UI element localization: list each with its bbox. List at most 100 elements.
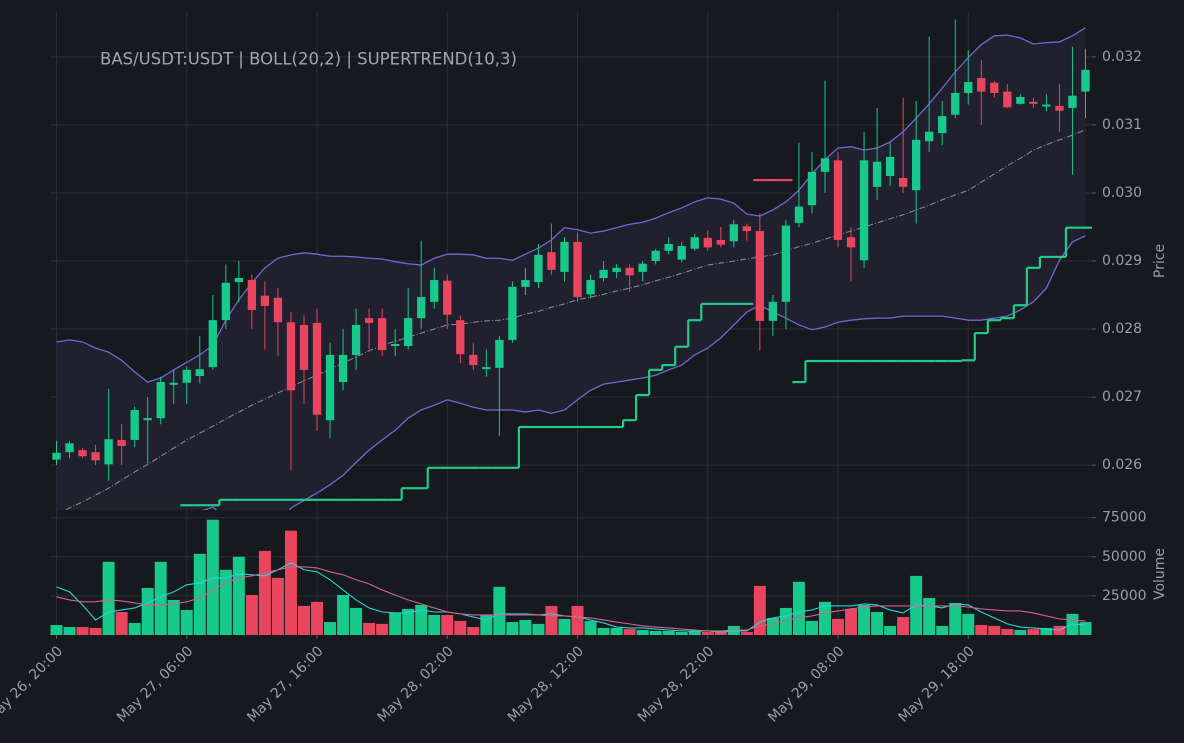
volume-bar (402, 608, 415, 635)
volume-bar (688, 630, 701, 635)
y-tick-label: 0.029 (1102, 253, 1142, 269)
candle-body (938, 116, 947, 134)
volume-bar (858, 604, 871, 635)
candle-body (859, 160, 869, 261)
candle-body (52, 452, 61, 460)
bollinger-middle (64, 129, 1086, 510)
candle-body (338, 354, 348, 383)
volume-bar (271, 577, 284, 635)
candle-body (208, 320, 217, 368)
volume-bar (740, 632, 753, 635)
candle-body (898, 178, 908, 187)
volume-bar (337, 594, 350, 635)
y-axis-label: Volume (1152, 548, 1168, 600)
candle-body (560, 241, 569, 272)
candle-body (312, 322, 322, 415)
y-tick-label: 0.030 (1102, 185, 1142, 201)
candle-body (768, 301, 778, 321)
candle-body (325, 354, 335, 421)
volume-bar (1040, 627, 1053, 635)
candle-body (703, 237, 712, 248)
volume-bar (832, 618, 845, 635)
volume-bar (871, 612, 884, 635)
candle-body (651, 250, 660, 261)
candle-body (417, 297, 426, 319)
volume-bar (154, 561, 167, 635)
candle-body (169, 382, 178, 385)
volume-bar (232, 556, 245, 635)
candle-body (351, 324, 361, 355)
candle-body (573, 241, 582, 298)
candle-body (182, 369, 191, 383)
candle-body (1003, 91, 1012, 108)
volume-bar (805, 620, 818, 635)
y-tick-label: 0.026 (1102, 457, 1142, 473)
volume-bar (675, 632, 688, 635)
volume-bar (219, 569, 232, 635)
candle-body (911, 139, 921, 191)
candle-body (377, 318, 387, 351)
volume-bar (376, 623, 389, 635)
volume-panel (50, 519, 1092, 635)
candle-body (820, 158, 830, 172)
candle-body (846, 237, 856, 248)
candle-body (456, 320, 465, 355)
volume-bar (89, 627, 102, 635)
volume-bar (988, 625, 1001, 635)
candle-body (885, 156, 895, 176)
candle-body (1016, 97, 1025, 104)
volume-bar (779, 607, 792, 635)
candle-body (925, 131, 934, 142)
volume-bar (63, 627, 76, 635)
volume-bar (50, 624, 63, 635)
candle-body (234, 278, 244, 283)
volume-bar (167, 599, 180, 635)
candle-body (443, 280, 452, 315)
candle-body (664, 243, 673, 251)
candle-body (117, 439, 126, 447)
volume-bar (363, 622, 376, 635)
volume-bar (193, 553, 206, 635)
volume-bar (936, 625, 949, 635)
volume-bar (662, 630, 675, 635)
candle-body (755, 231, 765, 321)
candle-body (742, 226, 752, 232)
volume-bar (258, 550, 271, 635)
candle-body (1081, 69, 1090, 92)
candle-body (65, 443, 74, 453)
candle-body (143, 418, 152, 421)
y-tick-label: 0.031 (1102, 117, 1142, 133)
candle-body (364, 318, 374, 323)
candle-body (390, 344, 400, 347)
candle-body (690, 237, 699, 249)
candle-body (990, 82, 999, 93)
volume-bar (818, 601, 831, 635)
candle-body (1042, 104, 1051, 107)
candle-body (521, 280, 530, 287)
candle-body (638, 263, 647, 272)
candle-body (977, 77, 986, 92)
candle-body (781, 225, 791, 302)
price-panel (52, 19, 1092, 510)
volume-bar (558, 618, 571, 635)
candle-body (130, 409, 139, 440)
candle-body (273, 297, 283, 323)
candle-body (508, 286, 517, 340)
candle-body (951, 92, 960, 115)
candle-body (729, 224, 738, 242)
y-tick-label: 0.032 (1102, 49, 1142, 65)
volume-bar (545, 605, 558, 635)
volume-bar (636, 629, 649, 635)
candle-body (964, 82, 973, 93)
volume-bar (845, 608, 858, 635)
volume-bar (102, 561, 115, 635)
volume-bar (897, 617, 910, 635)
volume-bar (792, 581, 805, 635)
candle-body (260, 295, 270, 306)
candle-body (286, 322, 296, 391)
volume-bar (1014, 629, 1027, 635)
candle-body (807, 171, 817, 206)
volume-bar (701, 632, 714, 635)
volume-bar (324, 622, 337, 635)
